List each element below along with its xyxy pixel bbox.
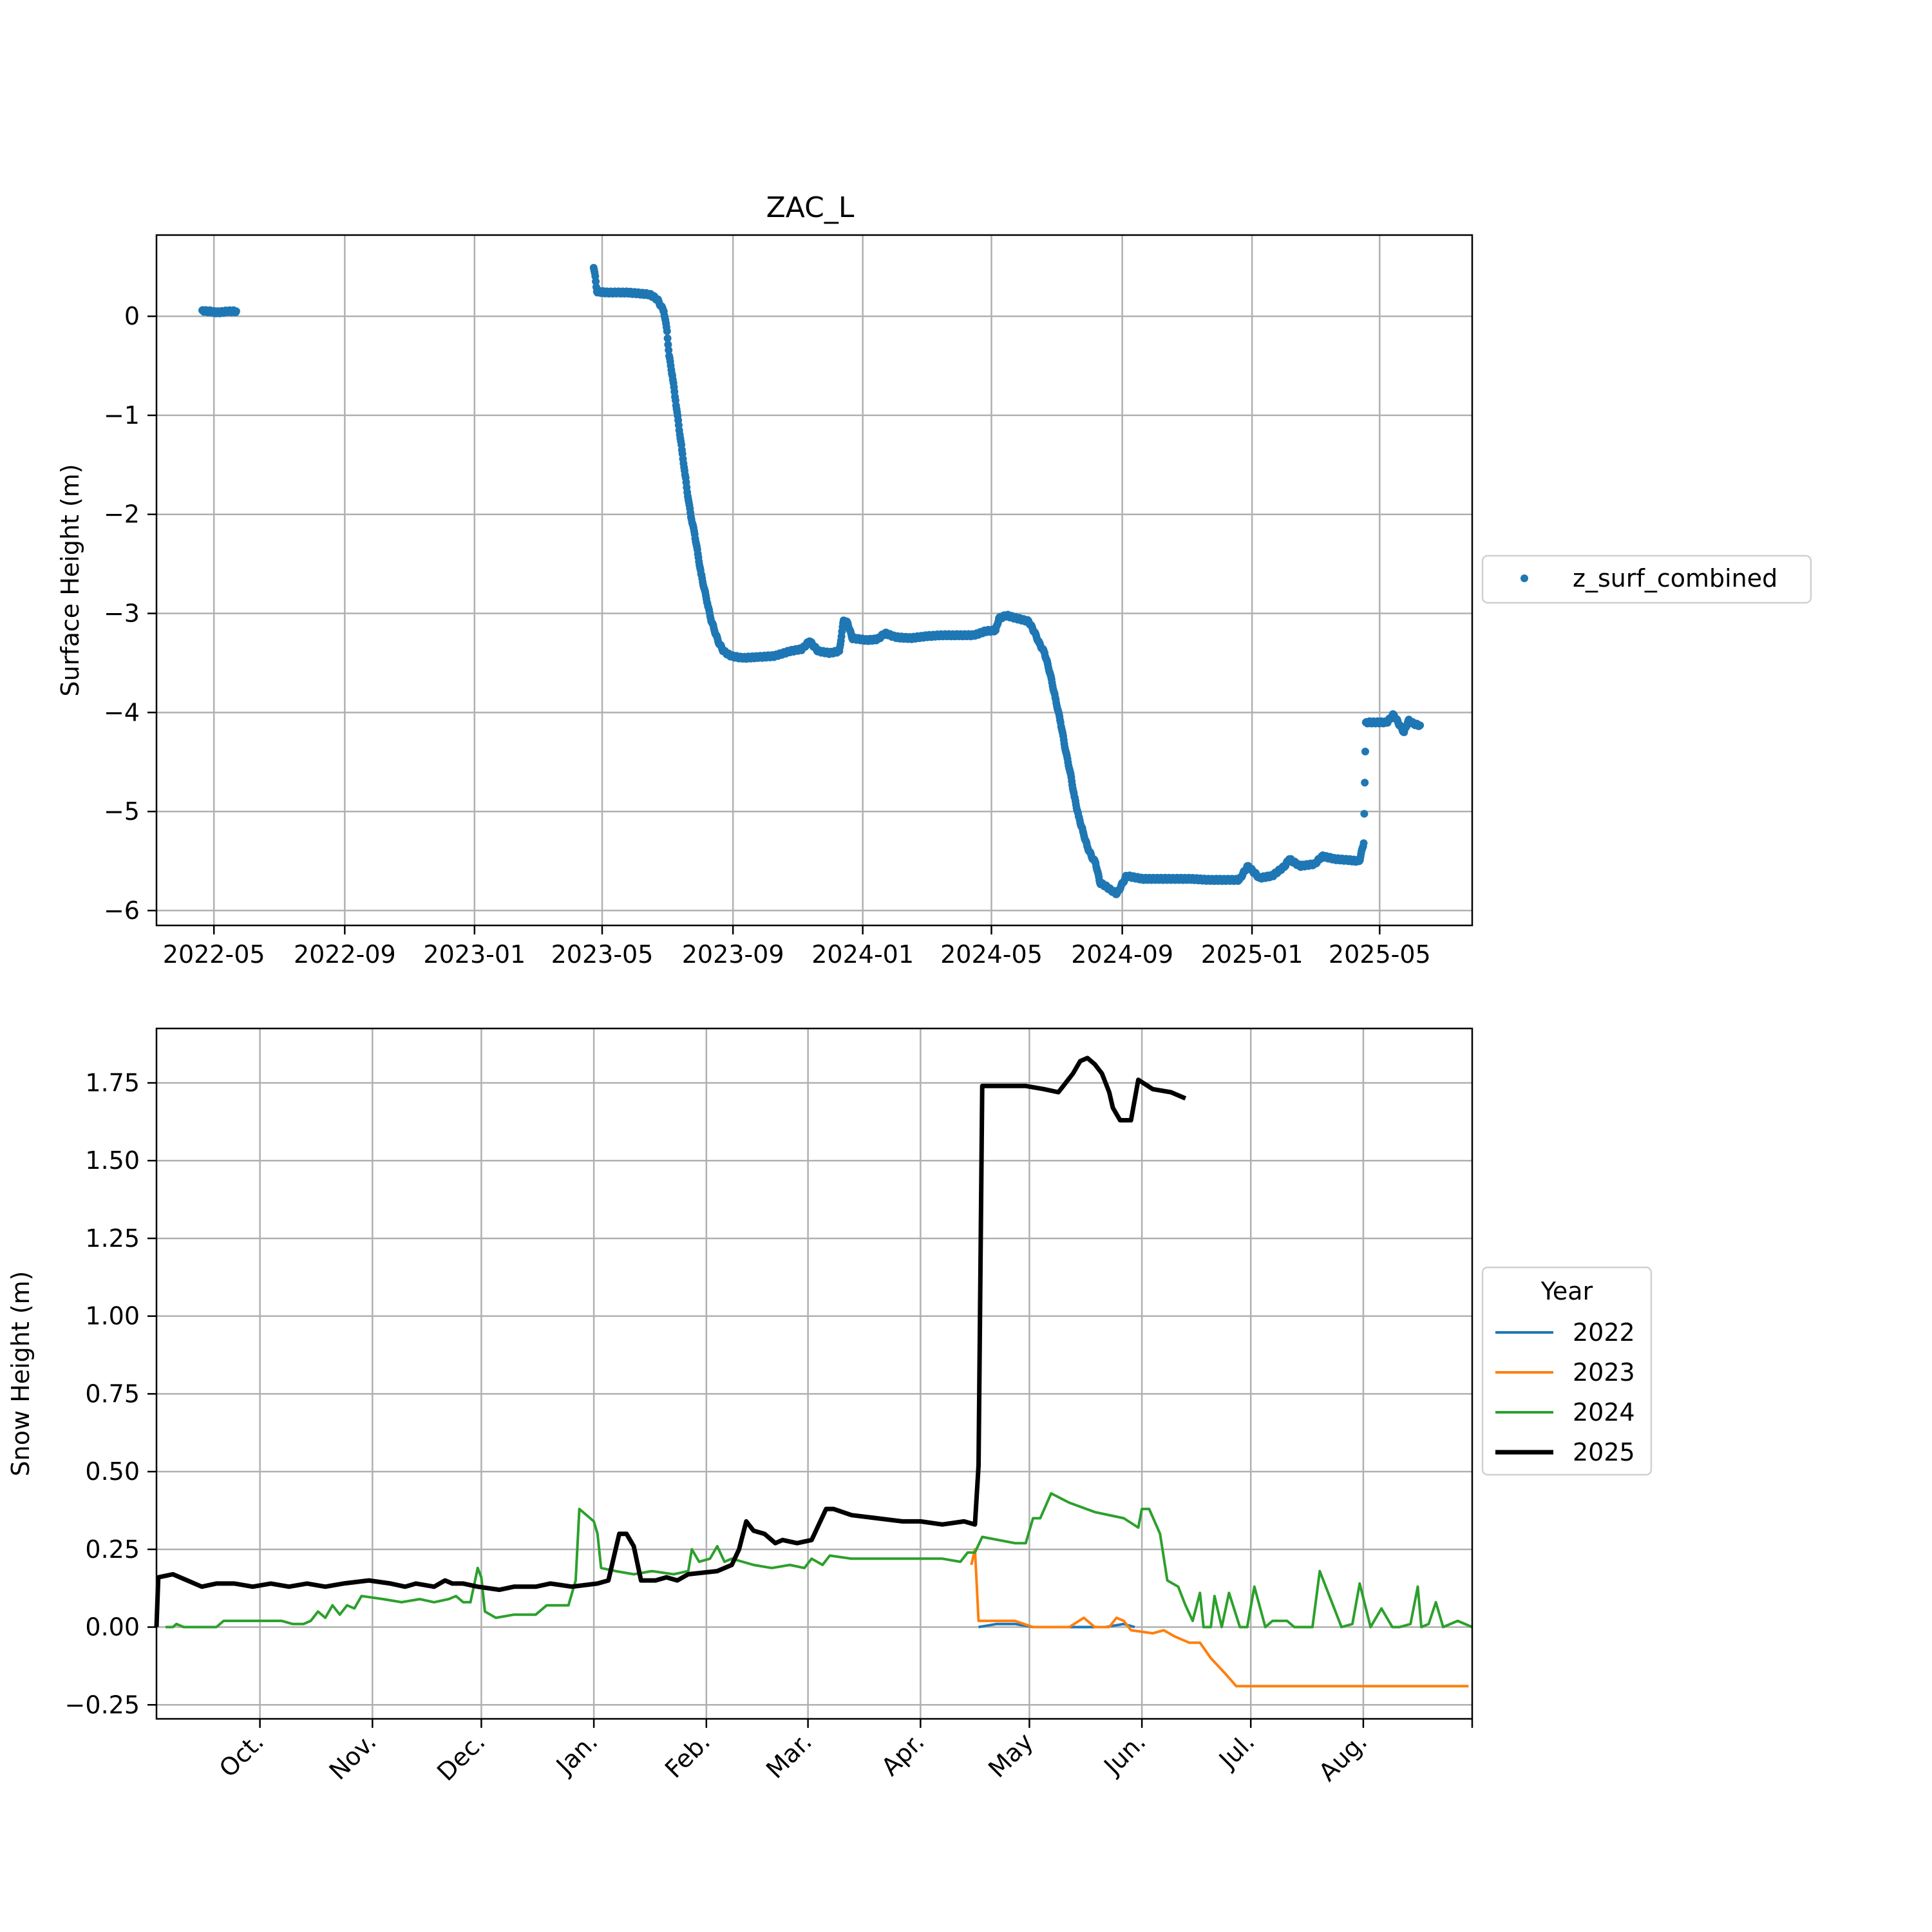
snow-height-legend-items: 2022 2023 2024 2025 <box>1495 1318 1635 1466</box>
snow-height-legend: Year 2022 2023 2024 2025 <box>1481 1266 1653 1476</box>
chart-title: ZAC_L <box>766 191 855 224</box>
y-tick-label: −5 <box>104 797 140 826</box>
snow-height-grid <box>156 1028 1472 1719</box>
snow-height-lines <box>154 1056 1473 1688</box>
x-tick-label: 2024-01 <box>811 940 914 969</box>
y-tick-label: 1.25 <box>85 1224 140 1253</box>
y-tick-label: −4 <box>104 698 140 726</box>
y-tick-label: −2 <box>104 500 140 529</box>
surface-height-point <box>1416 721 1425 730</box>
legend-label-z_surf_combined: z_surf_combined <box>1573 564 1777 592</box>
surface-height-legend-box <box>1481 554 1812 604</box>
legend-label-2024: 2024 <box>1573 1398 1635 1426</box>
legend-marker-z_surf_combined <box>1520 574 1528 582</box>
snow-height-plot-frame <box>155 1027 1473 1720</box>
surface-height-point <box>663 327 671 336</box>
x-tick-label: 2023-01 <box>423 940 526 969</box>
surface-height-ylabel: Surface Height (m) <box>56 464 84 696</box>
x-tick-label: 2025-05 <box>1329 940 1431 969</box>
legend-label-2022: 2022 <box>1573 1318 1635 1347</box>
legend-label-2023: 2023 <box>1573 1358 1635 1387</box>
surface-height-point <box>663 334 672 343</box>
y-tick-label: −1 <box>104 401 140 430</box>
legend-title: Year <box>1540 1277 1593 1305</box>
x-tick-label: 2024-09 <box>1071 940 1173 969</box>
y-tick-label: 1.00 <box>85 1302 140 1331</box>
snow-height-legend-box <box>1481 1266 1653 1476</box>
y-tick-label: 0.50 <box>85 1457 140 1486</box>
surface-height-point <box>592 278 600 286</box>
surface-height-points <box>198 263 1425 898</box>
x-tick-label: 2024-05 <box>940 940 1043 969</box>
y-tick-label: 1.50 <box>85 1146 140 1175</box>
x-tick-label: 2025-01 <box>1201 940 1303 969</box>
surface-height-axes: ZAC_L 2022-05 2022-09 2023-01 2023-05 2023-0… <box>56 191 1473 969</box>
y-tick-label: 0.00 <box>85 1613 140 1642</box>
surface-height-point <box>664 341 672 349</box>
x-tick-label: 2023-05 <box>551 940 654 969</box>
surface-height-ticks: 2022-05 2022-09 2023-01 2023-05 2023-09 2024-… <box>104 302 1431 969</box>
surface-height-point <box>1359 839 1368 848</box>
snow-height-ylabel: Snow Height (m) <box>6 1271 35 1477</box>
surface-height-point <box>665 346 673 354</box>
x-tick-label: 2022-09 <box>294 940 396 969</box>
series-line-2024 <box>166 1492 1473 1629</box>
y-tick-label: −6 <box>104 896 140 925</box>
x-tick-label: 2023-09 <box>682 940 784 969</box>
legend-label-2025: 2025 <box>1573 1438 1635 1466</box>
surface-height-point <box>1361 779 1369 787</box>
y-tick-label: 1.75 <box>85 1069 140 1097</box>
y-tick-label: 0.75 <box>85 1379 140 1408</box>
y-tick-label: 0.25 <box>85 1535 140 1564</box>
surface-height-point <box>232 307 240 316</box>
surface-height-plot-frame <box>155 234 1473 927</box>
surface-height-grid <box>156 235 1472 925</box>
surface-height-point <box>1360 810 1368 818</box>
x-tick-label: 2022-05 <box>163 940 265 969</box>
y-tick-label: −3 <box>104 600 140 628</box>
y-tick-label: 0 <box>124 302 140 330</box>
series-line-2025 <box>154 1056 1187 1627</box>
y-tick-label: −0.25 <box>65 1690 140 1719</box>
surface-height-point <box>1361 748 1369 755</box>
series-line-2023 <box>970 1548 1469 1688</box>
surface-height-legend: z_surf_combined <box>1481 554 1812 604</box>
